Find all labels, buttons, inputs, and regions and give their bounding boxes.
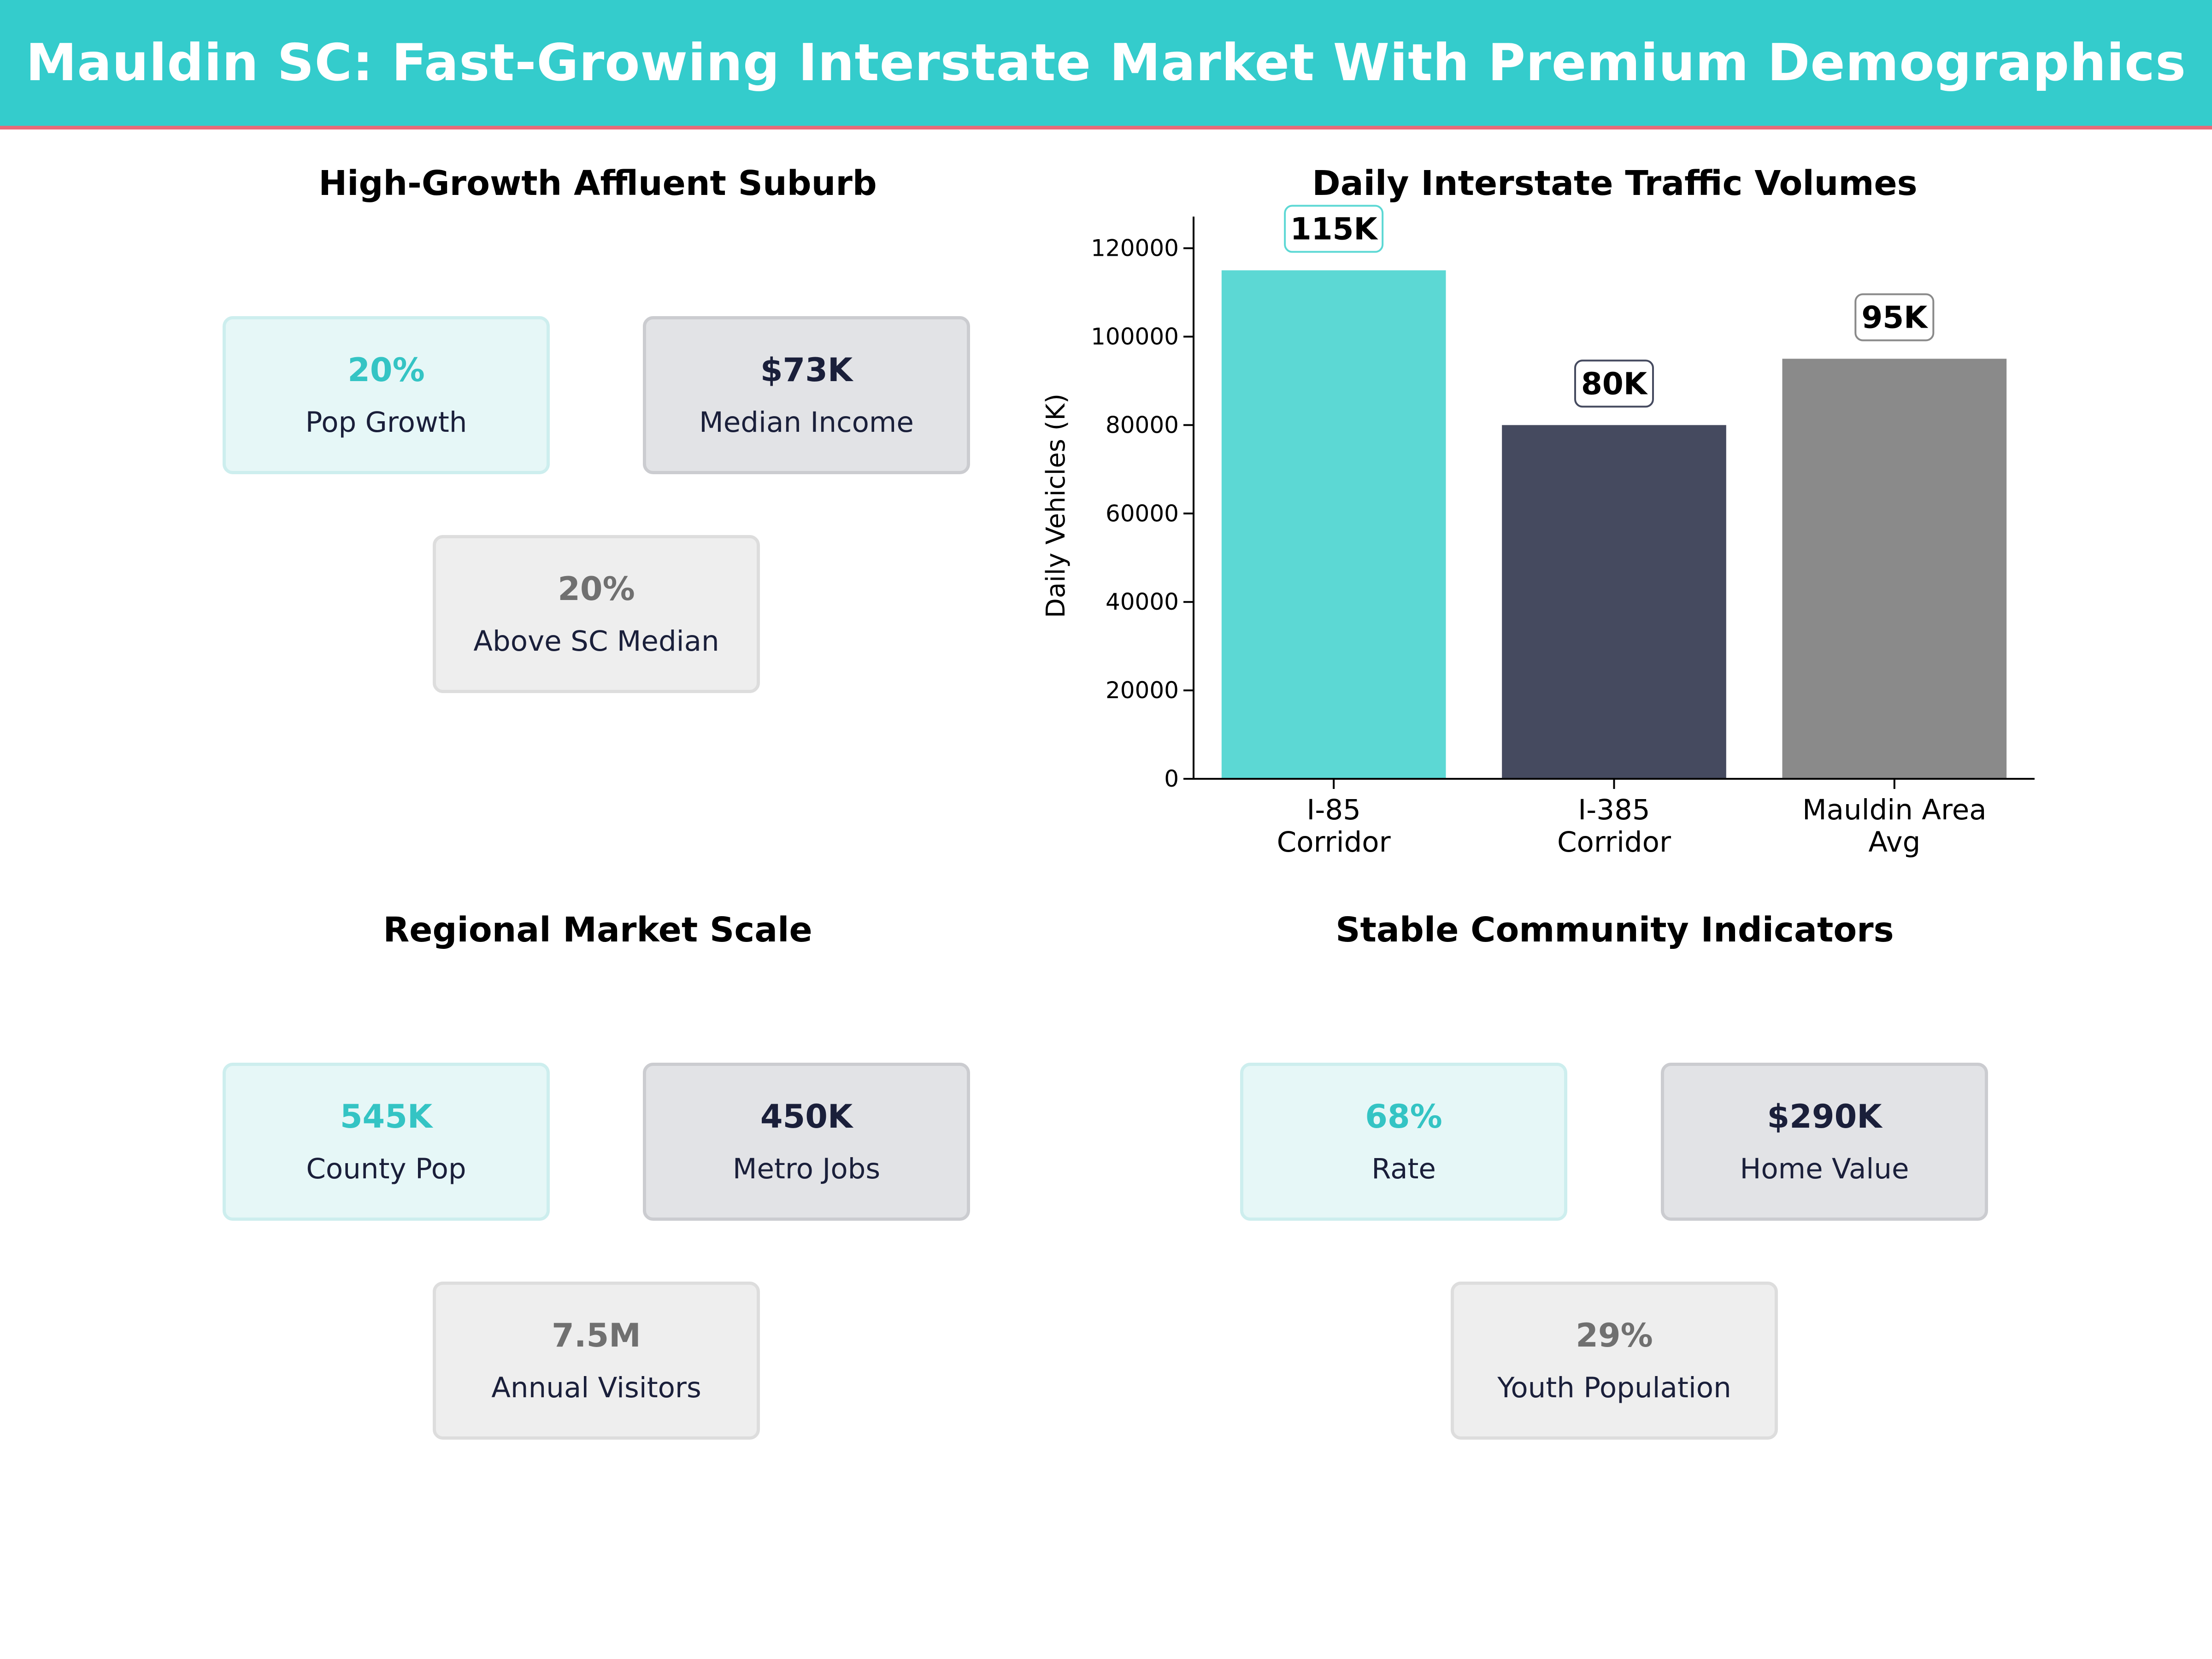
kpi-label: Annual Visitors xyxy=(491,1371,701,1404)
kpi-label: Median Income xyxy=(699,406,914,439)
y-tick-label: 100000 xyxy=(1091,323,1179,350)
kpi-value: 545K xyxy=(340,1098,433,1135)
kpi-label: Above SC Median xyxy=(473,625,719,658)
y-tick-label: 0 xyxy=(1164,765,1179,792)
kpi-label: County Pop xyxy=(306,1153,466,1185)
kpi-value: 20% xyxy=(558,570,635,608)
panel-title-community: Stable Community Indicators xyxy=(1335,910,1894,950)
data-label: 80K xyxy=(1581,366,1648,401)
kpi-card-pop-growth: 20% Pop Growth xyxy=(223,316,550,474)
y-tick-label: 120000 xyxy=(1091,235,1179,262)
kpi-card-youth-population: 29% Youth Population xyxy=(1451,1282,1778,1440)
panel-title-market: Regional Market Scale xyxy=(383,910,812,950)
x-tick-label: I-385 xyxy=(1578,794,1650,826)
y-tick-label: 60000 xyxy=(1106,500,1179,527)
panel-title-growth: High-Growth Affluent Suburb xyxy=(318,164,877,203)
kpi-card-home-value: $290K Home Value xyxy=(1661,1063,1988,1221)
data-label: 115K xyxy=(1290,212,1379,247)
kpi-card-rate: 68% Rate xyxy=(1240,1063,1567,1221)
y-tick-label: 40000 xyxy=(1106,588,1179,615)
kpi-value: $73K xyxy=(760,351,853,389)
data-label-box xyxy=(1574,359,1654,408)
kpi-label: Metro Jobs xyxy=(732,1153,881,1185)
kpi-card-metro-jobs: 450K Metro Jobs xyxy=(643,1063,970,1221)
x-tick-label: Avg xyxy=(1868,826,1920,859)
y-axis-label: Daily Vehicles (K) xyxy=(1041,394,1071,618)
kpi-card-median-income: $73K Median Income xyxy=(643,316,970,474)
bar-2 xyxy=(1782,359,2007,779)
data-label-box xyxy=(1854,293,1935,341)
kpi-value: $290K xyxy=(1767,1098,1882,1135)
kpi-value: 68% xyxy=(1365,1098,1442,1135)
bar-0 xyxy=(1221,270,1446,779)
kpi-card-county-pop: 545K County Pop xyxy=(223,1063,550,1221)
kpi-label: Pop Growth xyxy=(305,406,467,439)
x-tick-label: Mauldin Area xyxy=(1802,794,1987,826)
kpi-label: Youth Population xyxy=(1497,1371,1731,1404)
bar-1 xyxy=(1502,425,1726,779)
x-tick-label: Corridor xyxy=(1277,826,1391,859)
kpi-value: 7.5M xyxy=(552,1317,641,1354)
kpi-value: 20% xyxy=(347,351,425,389)
x-tick-label: Corridor xyxy=(1557,826,1671,859)
header-banner: Mauldin SC: Fast-Growing Interstate Mark… xyxy=(0,0,2212,129)
panel-title-traffic: Daily Interstate Traffic Volumes xyxy=(1312,164,1918,203)
kpi-label: Home Value xyxy=(1740,1153,1909,1185)
kpi-card-annual-visitors: 7.5M Annual Visitors xyxy=(433,1282,760,1440)
y-tick-label: 80000 xyxy=(1106,412,1179,438)
page-title: Mauldin SC: Fast-Growing Interstate Mark… xyxy=(25,33,2187,93)
data-label-box xyxy=(1284,205,1384,253)
data-label: 95K xyxy=(1861,300,1929,335)
kpi-label: Rate xyxy=(1371,1153,1436,1185)
kpi-card-above-sc-median: 20% Above SC Median xyxy=(433,535,760,693)
kpi-value: 29% xyxy=(1576,1317,1653,1354)
kpi-value: 450K xyxy=(760,1098,853,1135)
x-tick-label: I-85 xyxy=(1306,794,1361,826)
y-tick-label: 20000 xyxy=(1106,677,1179,704)
traffic-bar-chart: 0 20000 40000 60000 80000 100000 120000 115K I-8… xyxy=(1041,205,2035,859)
